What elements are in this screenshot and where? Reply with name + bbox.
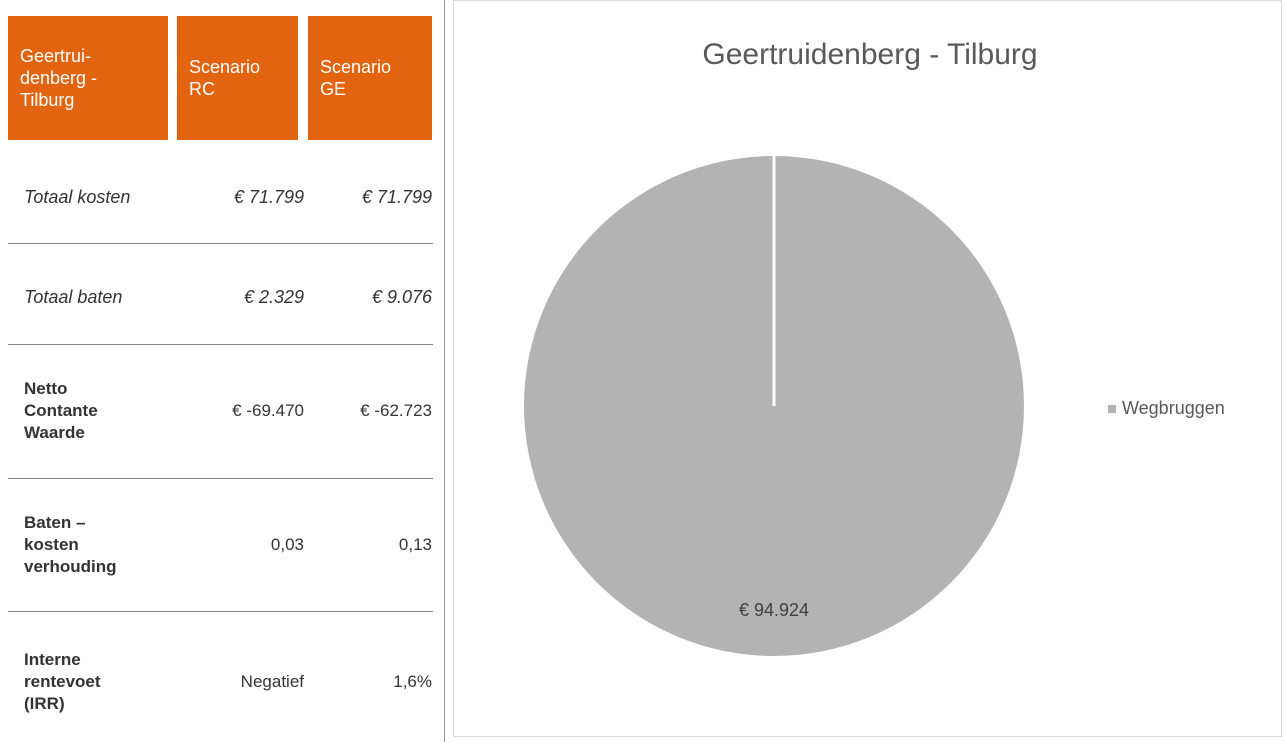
cell: € 71.799 (361, 186, 432, 207)
row-separator (8, 344, 433, 345)
cell: € -62.723 (360, 401, 432, 420)
row-label: Interne rentevoet (IRR) (24, 649, 101, 713)
cell: € 9.076 (371, 287, 432, 307)
cell: 0,13 (398, 534, 432, 554)
header-cell: Geertrui-denberg - Tilburg (8, 16, 168, 140)
row-label: Totaal kosten (24, 186, 131, 207)
legend-entry: Wegbruggen (1122, 398, 1225, 418)
cell: € -69.470 (232, 401, 304, 420)
row-separator (8, 478, 433, 479)
chart-title: Geertruidenberg - Tilburg (702, 38, 1037, 71)
cell: € 71.799 (233, 186, 304, 207)
cell: 1,6% (393, 671, 432, 691)
row-label: Baten – kosten verhouding (24, 512, 117, 576)
cell: 0,03 (270, 534, 304, 554)
cell: Negatief (240, 671, 304, 691)
row-label: Totaal baten (24, 287, 123, 307)
header-cell: Scenario GE (308, 16, 432, 140)
legend-swatch (1108, 405, 1116, 413)
data-label: € 94.924 (739, 600, 809, 620)
row-label: Netto Contante Waarde (24, 379, 98, 442)
cell: € 2.329 (243, 287, 304, 307)
chart-panel: Geertruidenberg - Tilburg € 94.924 Wegbru… (453, 0, 1282, 737)
row-separator (8, 611, 433, 612)
chart: Geertruidenberg - Tilburg € 94.924 Wegbru… (524, 38, 1225, 656)
row-separator (8, 243, 433, 244)
header-cell: Scenario RC (177, 16, 298, 140)
divider (444, 0, 445, 742)
